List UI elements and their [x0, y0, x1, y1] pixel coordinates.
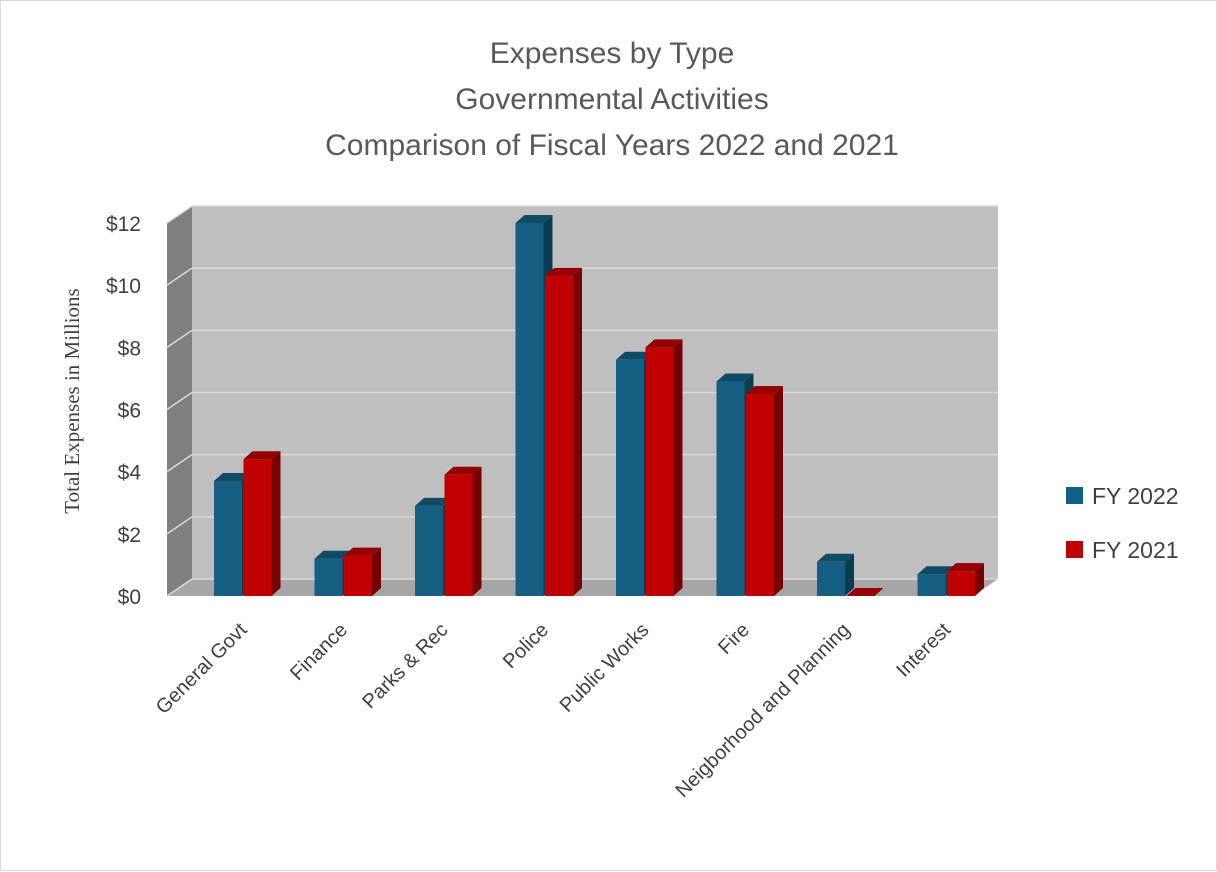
gridline-side [166, 205, 193, 224]
y-tick-label: $6 [118, 400, 141, 423]
gridline-side [166, 391, 193, 411]
x-category-label: Parks & Rec [358, 619, 452, 713]
bar [645, 339, 683, 596]
x-category-label: Fire [714, 619, 754, 659]
bar-top [846, 588, 884, 596]
bar [344, 547, 381, 596]
bar-side [774, 385, 783, 596]
bar-front [515, 223, 544, 596]
bar [243, 451, 281, 596]
x-category-label: Finance [286, 619, 352, 685]
bar-side [673, 339, 683, 596]
gridline-side [166, 578, 193, 597]
legend-label: FY 2021 [1092, 537, 1179, 563]
bar-top [716, 373, 754, 382]
bar-top [817, 553, 854, 562]
bar-front [344, 555, 372, 596]
bar-top [314, 550, 352, 559]
bar-front [947, 571, 975, 596]
bar-front [214, 480, 242, 596]
y-axis-ticks: $0 $2 $4 $6 $8 $10 $12 [106, 213, 141, 609]
bar-top [243, 451, 281, 460]
legend: FY 2022 FY 2021 [1066, 483, 1179, 563]
bar-front [817, 561, 845, 596]
bar-top [645, 339, 683, 348]
bar-top [746, 385, 783, 394]
bar [817, 553, 854, 596]
bar-front [314, 558, 343, 596]
bar [846, 588, 884, 596]
legend-item: FY 2022 [1066, 483, 1179, 509]
legend-item: FY 2021 [1066, 537, 1179, 563]
bar-side [472, 466, 482, 596]
y-tick-label: $4 [118, 462, 142, 485]
bar-front [746, 393, 774, 596]
x-category-label: General Govt [152, 619, 252, 719]
x-category-label: Police [499, 619, 553, 673]
bar-top [415, 497, 452, 506]
gridline-side [166, 454, 193, 473]
bars-group [214, 215, 984, 596]
chart-title-line-3: Comparison of Fiscal Years 2022 and 2021 [325, 129, 899, 162]
legend-label: FY 2022 [1092, 483, 1179, 509]
bar-front [716, 381, 745, 596]
bar [947, 563, 984, 596]
bar-front [243, 459, 272, 596]
y-tick-label: $0 [118, 586, 141, 609]
bar-side [975, 563, 984, 596]
bar-top [214, 472, 251, 481]
bar-top [917, 566, 955, 575]
chart-title-line-2: Governmental Activities [455, 83, 768, 116]
gridline-side [166, 516, 193, 535]
bar-front [545, 275, 573, 596]
legend-swatch [1066, 487, 1083, 504]
bar-front [645, 347, 674, 596]
y-axis-label: Total Expenses in Millions [60, 288, 84, 513]
bar [444, 466, 482, 596]
x-category-label: Public Works [556, 619, 654, 717]
x-axis-categories: General Govt Finance Parks & Rec Police Publ… [152, 619, 955, 802]
bar-top [616, 351, 653, 360]
bar-top [545, 267, 582, 276]
bar-front [616, 359, 644, 596]
bar-top [344, 547, 381, 556]
bar-front [917, 574, 946, 596]
bar-top [515, 215, 553, 223]
x-category-label: Interest [892, 619, 955, 682]
bar-front [415, 505, 443, 596]
y-tick-label: $2 [118, 524, 141, 547]
gridline-side [166, 267, 193, 286]
bar [545, 267, 582, 596]
bar-top [444, 466, 482, 475]
chart-title-line-1: Expenses by Type [490, 37, 735, 70]
bar-side [845, 553, 854, 596]
bar-front [444, 474, 473, 596]
bar-top [947, 563, 984, 572]
bar-side [271, 451, 281, 596]
y-tick-label: $12 [106, 213, 141, 236]
legend-swatch [1066, 541, 1083, 558]
chart-title: Expenses by Type Governmental Activities… [325, 37, 899, 162]
bar-side [573, 267, 582, 596]
bar [746, 385, 783, 596]
gridline-side [166, 329, 193, 348]
y-tick-label: $10 [106, 275, 141, 298]
plot-area [166, 205, 998, 597]
bar-side [372, 547, 381, 596]
x-category-label: Neigborhood and Planning [671, 619, 854, 802]
y-tick-label: $8 [118, 337, 141, 360]
